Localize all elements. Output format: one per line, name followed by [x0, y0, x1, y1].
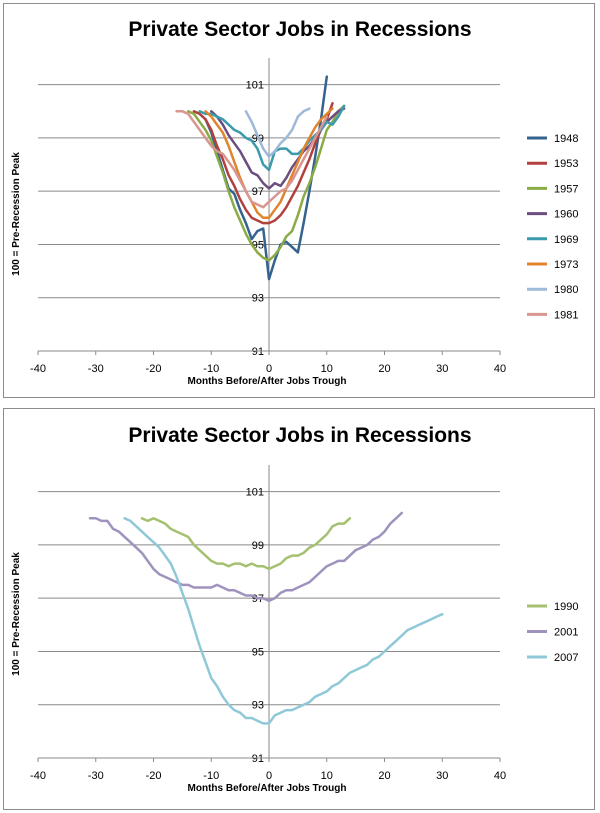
chart1-y-axis-label: 100 = Pre-Recession Peak [11, 552, 22, 676]
chart1-x-tick-label: 30 [436, 770, 448, 782]
chart0-legend-label: 1973 [554, 259, 578, 271]
chart1-x-tick-label: -10 [203, 770, 219, 782]
chart1-x-tick-label: 20 [378, 770, 390, 782]
chart1-x-tick-label: 40 [494, 770, 506, 782]
chart1-x-tick-label: -40 [30, 770, 46, 782]
chart1-title: Private Sector Jobs in Recessions [128, 424, 471, 447]
chart1-y-tick-label: 95 [252, 646, 264, 658]
chart0-x-tick-label: -30 [88, 363, 104, 375]
chart1-legend-label: 2001 [554, 627, 578, 639]
chart0-x-tick-label: -20 [146, 363, 162, 375]
chart1-series-line-2007 [123, 517, 444, 725]
chart0-y-tick-label: 101 [246, 80, 264, 92]
chart0-x-tick-label: 0 [266, 363, 272, 375]
chart0-x-tick-label: 20 [378, 363, 390, 375]
chart-panel-top: Private Sector Jobs in Recessions 91 93 95 9… [3, 3, 595, 398]
chart0-x-tick-label: 40 [494, 363, 506, 375]
chart0-series-line-1981 [175, 110, 329, 209]
chart0-title: Private Sector Jobs in Recessions [128, 18, 471, 41]
chart1-y-tick-label: 93 [252, 700, 264, 712]
chart0-legend-label: 1981 [554, 309, 578, 321]
chart1-x-tick-label: 10 [321, 770, 333, 782]
chart0-x-tick-label: -10 [203, 363, 219, 375]
chart0-legend-label: 1969 [554, 234, 578, 246]
chart0-legend-label: 1957 [554, 183, 578, 195]
chart0-legend-label: 1960 [554, 209, 578, 221]
chart0-legend-label: 1980 [554, 284, 578, 296]
chart1-series-line-2001 [88, 511, 404, 603]
chart0-series-line-1953 [192, 102, 334, 225]
chart0-x-tick-label: -40 [30, 363, 46, 375]
chart1-x-tick-label: 0 [266, 770, 272, 782]
chart-svg-top: Private Sector Jobs in Recessions9193959… [11, 18, 578, 387]
chart1-series-line-1990 [140, 517, 352, 571]
chart1-legend-label: 2007 [554, 652, 578, 664]
chart1-x-axis-label: Months Before/After Jobs Trough [188, 783, 347, 794]
chart1-y-tick-label: 91 [252, 753, 264, 765]
chart0-x-tick-label: 30 [436, 363, 448, 375]
chart1-legend-label: 1990 [554, 601, 578, 613]
chart0-y-tick-label: 93 [252, 293, 264, 305]
chart0-series-line-1980 [244, 107, 311, 158]
chart1-y-tick-label: 101 [246, 487, 264, 499]
chart0-legend-label: 1953 [554, 158, 578, 170]
chart0-x-tick-label: 10 [321, 363, 333, 375]
chart0-y-tick-label: 91 [252, 346, 264, 358]
chart0-legend-label: 1948 [554, 133, 578, 145]
chart1-x-tick-label: -20 [146, 770, 162, 782]
chart-svg-bottom: Private Sector Jobs in Recessions 91 93 95 9… [11, 424, 578, 794]
chart1-x-tick-label: -30 [88, 770, 104, 782]
chart0-x-axis-label: Months Before/After Jobs Trough [188, 376, 347, 387]
chart-panel-bottom: Private Sector Jobs in Recessions 91 93 95 9… [3, 408, 595, 810]
chart0-y-tick-label: 97 [252, 186, 264, 198]
chart0-series-line-1973 [204, 107, 334, 220]
chart0-y-axis-label: 100 = Pre-Recession Peak [11, 152, 22, 276]
chart1-y-tick-label: 99 [252, 540, 264, 552]
